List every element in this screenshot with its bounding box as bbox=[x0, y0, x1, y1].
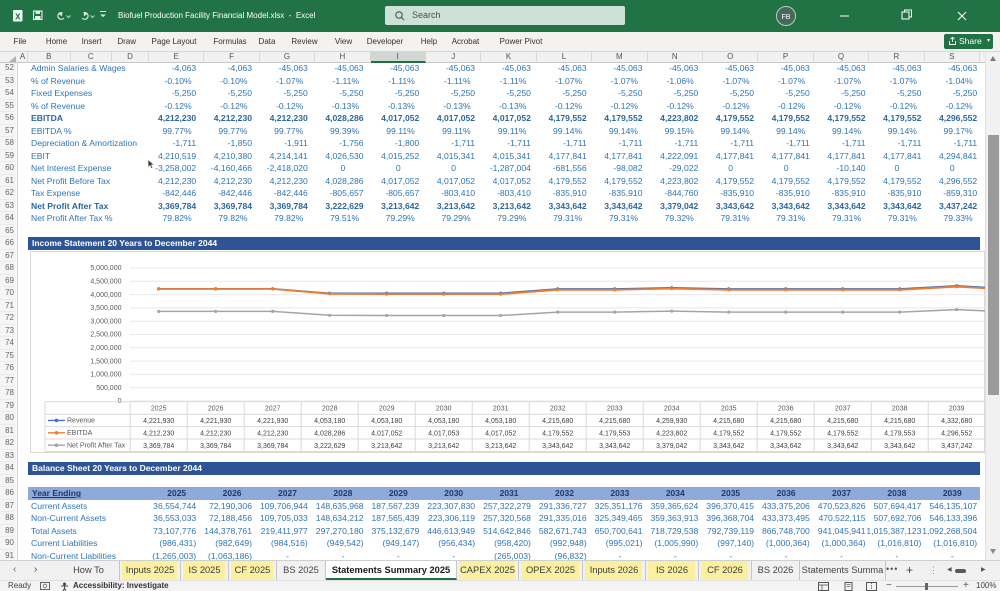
svg-text:2027: 2027 bbox=[264, 406, 280, 413]
svg-text:4,221,930: 4,221,930 bbox=[200, 418, 231, 425]
svg-text:2,000,000: 2,000,000 bbox=[90, 345, 121, 352]
svg-text:4,053,180: 4,053,180 bbox=[428, 418, 459, 425]
svg-text:4,332,680: 4,332,680 bbox=[941, 418, 972, 425]
svg-text:Net Profit After Tax: Net Profit After Tax bbox=[67, 443, 126, 450]
svg-text:2031: 2031 bbox=[492, 406, 508, 413]
svg-text:Revenue: Revenue bbox=[67, 418, 95, 425]
svg-text:3,213,642: 3,213,642 bbox=[371, 443, 402, 450]
svg-text:4,500,000: 4,500,000 bbox=[90, 279, 121, 286]
svg-text:4,179,552: 4,179,552 bbox=[827, 430, 858, 437]
svg-text:4,179,552: 4,179,552 bbox=[770, 430, 801, 437]
svg-text:5,000,000: 5,000,000 bbox=[90, 265, 121, 272]
svg-text:4,017,052: 4,017,052 bbox=[485, 430, 516, 437]
svg-text:4,179,552: 4,179,552 bbox=[713, 430, 744, 437]
svg-text:4,212,230: 4,212,230 bbox=[143, 430, 174, 437]
svg-text:FB: FB bbox=[782, 14, 791, 21]
svg-text:4,215,680: 4,215,680 bbox=[542, 418, 573, 425]
svg-text:4,053,180: 4,053,180 bbox=[485, 418, 516, 425]
svg-text:4,296,552: 4,296,552 bbox=[941, 430, 972, 437]
svg-text:3,369,784: 3,369,784 bbox=[143, 443, 174, 450]
svg-text:4,215,680: 4,215,680 bbox=[770, 418, 801, 425]
svg-text:3,343,642: 3,343,642 bbox=[713, 443, 744, 450]
svg-text:2025: 2025 bbox=[150, 406, 166, 413]
svg-text:4,221,930: 4,221,930 bbox=[143, 418, 174, 425]
svg-text:2026: 2026 bbox=[207, 406, 223, 413]
svg-text:EBITDA: EBITDA bbox=[67, 430, 93, 437]
svg-text:1,500,000: 1,500,000 bbox=[90, 358, 121, 365]
svg-text:4,215,680: 4,215,680 bbox=[827, 418, 858, 425]
svg-text:4,028,286: 4,028,286 bbox=[314, 430, 345, 437]
svg-text:4,000,000: 4,000,000 bbox=[90, 292, 121, 299]
svg-text:3,343,642: 3,343,642 bbox=[542, 443, 573, 450]
svg-text:4,221,930: 4,221,930 bbox=[257, 418, 288, 425]
svg-text:2039: 2039 bbox=[948, 406, 964, 413]
svg-text:4,179,553: 4,179,553 bbox=[884, 430, 915, 437]
svg-text:2038: 2038 bbox=[891, 406, 907, 413]
svg-text:3,343,642: 3,343,642 bbox=[770, 443, 801, 450]
svg-text:2037: 2037 bbox=[834, 406, 850, 413]
svg-text:4,053,180: 4,053,180 bbox=[371, 418, 402, 425]
svg-text:4,053,180: 4,053,180 bbox=[314, 418, 345, 425]
svg-text:3,343,642: 3,343,642 bbox=[884, 443, 915, 450]
svg-text:3,437,242: 3,437,242 bbox=[941, 443, 972, 450]
svg-text:3,369,784: 3,369,784 bbox=[257, 443, 288, 450]
svg-text:4,017,052: 4,017,052 bbox=[371, 430, 402, 437]
svg-text:4,215,680: 4,215,680 bbox=[599, 418, 630, 425]
svg-text:4,212,230: 4,212,230 bbox=[257, 430, 288, 437]
svg-text:1,000,000: 1,000,000 bbox=[90, 372, 121, 379]
svg-text:2034: 2034 bbox=[663, 406, 679, 413]
svg-text:2,500,000: 2,500,000 bbox=[90, 332, 121, 339]
svg-text:2028: 2028 bbox=[321, 406, 337, 413]
svg-text:4,212,230: 4,212,230 bbox=[200, 430, 231, 437]
svg-text:3,222,629: 3,222,629 bbox=[314, 443, 345, 450]
svg-text:4,179,552: 4,179,552 bbox=[542, 430, 573, 437]
svg-text:3,343,642: 3,343,642 bbox=[599, 443, 630, 450]
svg-text:3,379,042: 3,379,042 bbox=[656, 443, 687, 450]
svg-text:3,213,642: 3,213,642 bbox=[485, 443, 516, 450]
svg-text:2036: 2036 bbox=[777, 406, 793, 413]
svg-text:2029: 2029 bbox=[378, 406, 394, 413]
svg-text:4,017,053: 4,017,053 bbox=[428, 430, 459, 437]
svg-text:3,369,784: 3,369,784 bbox=[200, 443, 231, 450]
svg-text:3,213,642: 3,213,642 bbox=[428, 443, 459, 450]
svg-text:2032: 2032 bbox=[549, 406, 565, 413]
svg-text:3,500,000: 3,500,000 bbox=[90, 305, 121, 312]
svg-text:4,215,680: 4,215,680 bbox=[713, 418, 744, 425]
svg-text:2035: 2035 bbox=[720, 406, 736, 413]
svg-text:3,343,642: 3,343,642 bbox=[827, 443, 858, 450]
svg-text:2033: 2033 bbox=[606, 406, 622, 413]
svg-text:4,223,802: 4,223,802 bbox=[656, 430, 687, 437]
svg-text:2030: 2030 bbox=[435, 406, 451, 413]
svg-text:500,000: 500,000 bbox=[96, 385, 121, 392]
svg-text:4,179,553: 4,179,553 bbox=[599, 430, 630, 437]
svg-text:4,259,930: 4,259,930 bbox=[656, 418, 687, 425]
svg-text:3,000,000: 3,000,000 bbox=[90, 318, 121, 325]
svg-text:4,215,680: 4,215,680 bbox=[884, 418, 915, 425]
svg-text:X: X bbox=[15, 12, 21, 21]
